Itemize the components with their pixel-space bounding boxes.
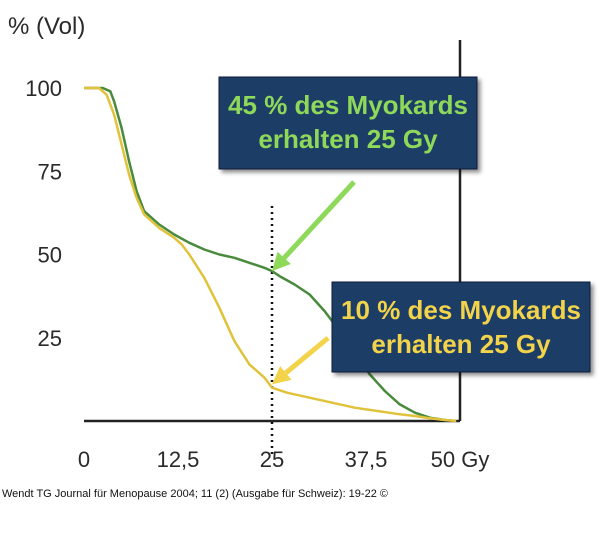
x-tick-label: 25 <box>260 447 284 472</box>
series-line-2 <box>84 86 457 423</box>
callout-arrow-shaft <box>282 180 356 260</box>
callout-arrow-head <box>272 251 291 272</box>
callout-arrow-head <box>272 365 292 385</box>
callout-text: erhalten 25 Gy <box>371 329 551 359</box>
callout-box <box>218 76 478 170</box>
callout-text: 45 % des Myokards <box>228 90 468 120</box>
x-tick-label: 50 Gy <box>431 447 490 472</box>
y-axis-label: % (Vol) <box>8 13 85 40</box>
x-tick-label: 37,5 <box>345 447 388 472</box>
plot-area: 100 75 50 25 0 12,5 25 37,5 50 Gy 45 % des Myokar… <box>25 40 591 472</box>
callout-text: 10 % des Myokards <box>341 295 581 325</box>
y-tick-label: 75 <box>38 159 62 184</box>
x-tick-label: 0 <box>78 447 90 472</box>
series-line-1 <box>84 86 457 423</box>
callout-box <box>331 281 591 373</box>
callout-text: erhalten 25 Gy <box>258 124 438 154</box>
source-caption: Wendt TG Journal für Menopause 2004; 11 … <box>2 488 388 500</box>
y-tick-label: 50 <box>38 243 62 268</box>
callout-arrow-shaft <box>284 336 330 375</box>
y-tick-label: 100 <box>25 76 62 101</box>
y-tick-label: 25 <box>38 326 62 351</box>
x-tick-label: 12,5 <box>157 447 200 472</box>
